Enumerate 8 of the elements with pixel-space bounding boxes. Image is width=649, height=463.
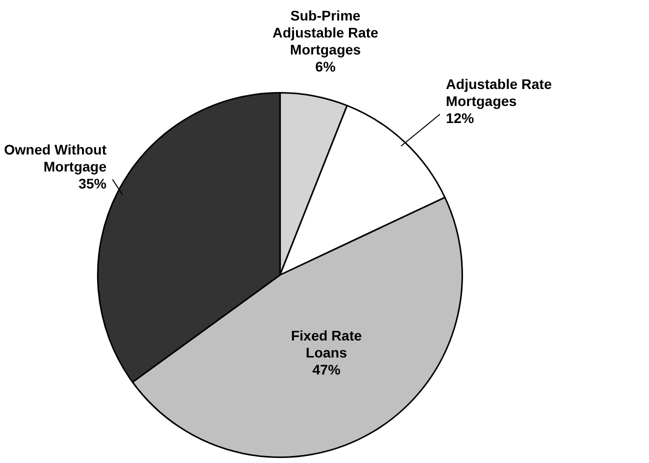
slice-label: Fixed Rate Loans <box>290 327 362 360</box>
slice-label: Sub-Prime Adjustable Rate Mortgages <box>272 8 379 58</box>
slice-label: Adjustable Rate Mortgages <box>446 76 552 110</box>
data-label: 35% <box>78 175 108 192</box>
slice-label: Owned Without Mortgage <box>4 141 107 174</box>
data-label: 12% <box>446 110 474 126</box>
data-label: 6% <box>315 58 336 75</box>
data-label: 47% <box>312 361 341 378</box>
